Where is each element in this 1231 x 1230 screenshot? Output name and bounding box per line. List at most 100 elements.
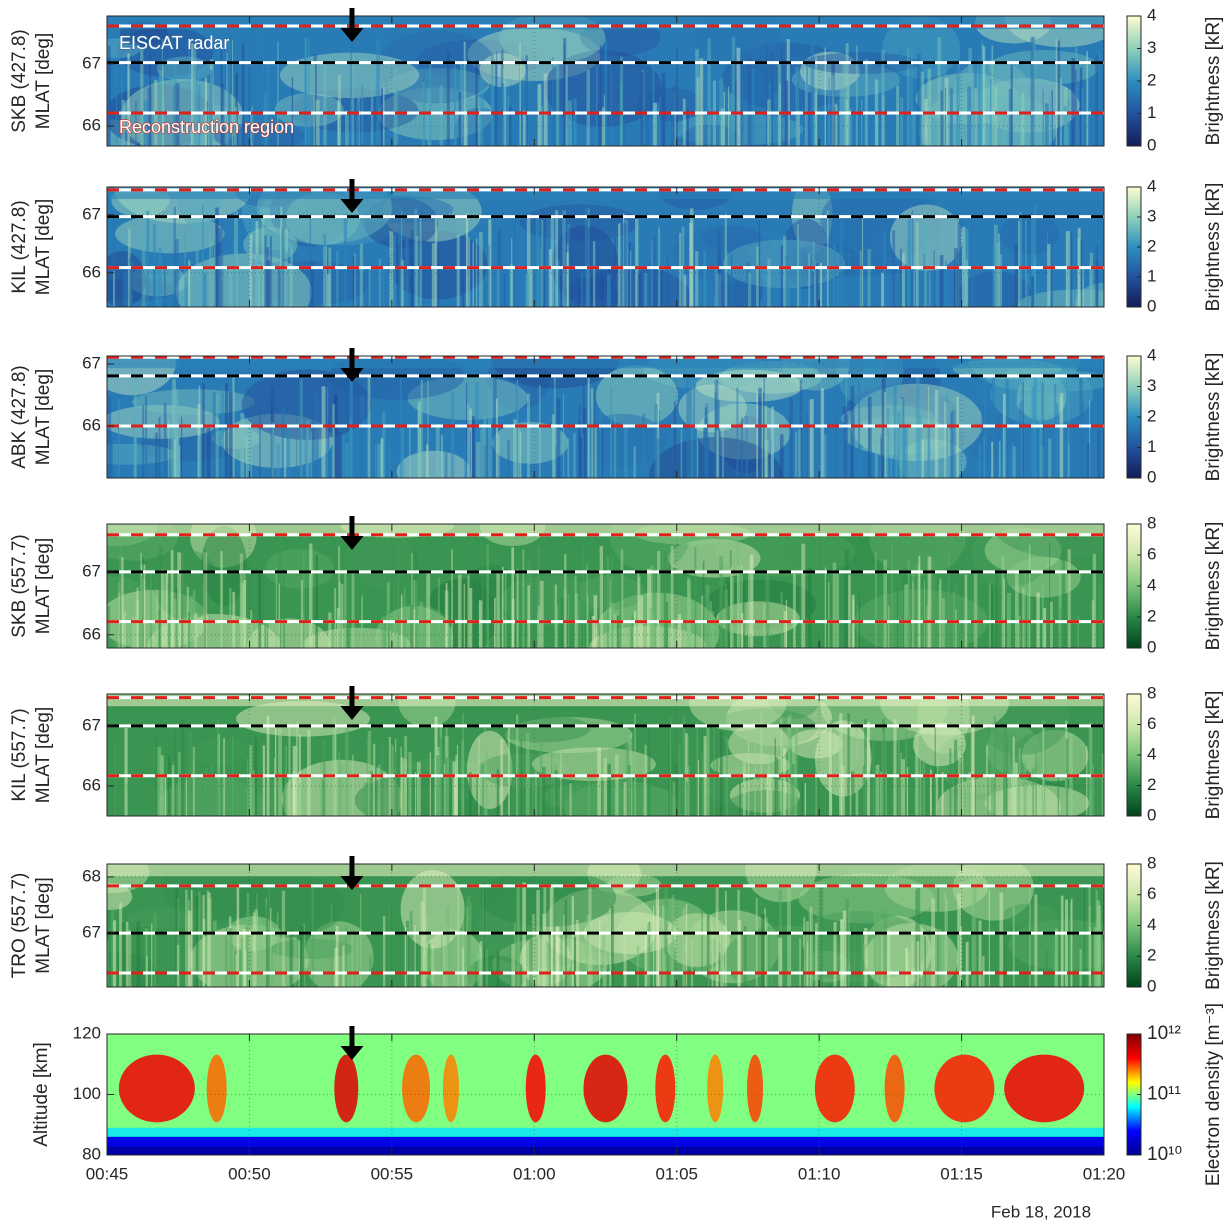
- heatmap-stripe: [552, 93, 556, 146]
- heatmap-stripe: [471, 415, 475, 478]
- heatmap-stripe: [682, 908, 686, 987]
- heatmap-stripe: [836, 572, 839, 648]
- heatmap-stripe: [560, 914, 563, 987]
- heatmap-stripe: [859, 250, 862, 307]
- heatmap-stripe: [163, 256, 166, 307]
- heatmap-stripe: [644, 272, 648, 307]
- heatmap-stripe: [907, 951, 911, 987]
- heatmap-stripe: [123, 611, 126, 648]
- heatmap-patch: [206, 1054, 227, 1123]
- heatmap-stripe: [647, 723, 651, 816]
- heatmap-stripe: [157, 747, 162, 816]
- heatmap-stripe: [111, 908, 114, 987]
- heatmap-stripe: [814, 270, 817, 307]
- heatmap-stripe: [195, 896, 199, 987]
- heatmap-stripe: [674, 438, 676, 478]
- colorbar-tick-label: 10¹⁰: [1147, 1144, 1182, 1165]
- heatmap-stripe: [235, 954, 238, 987]
- heatmap-stripe: [152, 223, 156, 307]
- heatmap-stripe: [525, 274, 529, 307]
- heatmap-stripe: [264, 553, 267, 648]
- y-axis-label: TRO (557.7): [9, 873, 30, 979]
- heatmap-stripe: [252, 912, 256, 987]
- heatmap-stripe: [188, 260, 191, 307]
- heatmap-stripe: [203, 547, 207, 648]
- heatmap-stripe: [151, 923, 153, 987]
- heatmap-stripe: [463, 583, 465, 648]
- heatmap-stripe: [933, 250, 935, 307]
- heatmap-stripe: [870, 231, 874, 307]
- heatmap-stripe: [174, 63, 177, 146]
- heatmap-stripe: [852, 598, 855, 648]
- heatmap-stripe: [893, 379, 897, 478]
- heatmap-patch: [884, 1054, 905, 1123]
- heatmap-stripe: [915, 222, 919, 307]
- heatmap-stripe: [649, 607, 654, 648]
- heatmap-stripe: [468, 237, 471, 307]
- heatmap-stripe: [345, 726, 348, 816]
- heatmap-stripe: [703, 250, 707, 307]
- colorbar-tick-label: 8: [1147, 853, 1156, 872]
- heatmap-stripe: [562, 393, 565, 478]
- heatmap-stripe: [186, 587, 190, 648]
- heatmap-stripe: [611, 555, 613, 648]
- heatmap-stripe: [564, 899, 568, 987]
- heatmap-stripe: [249, 745, 253, 816]
- heatmap-stripe: [599, 920, 601, 987]
- heatmap-stripe: [669, 943, 674, 987]
- heatmap-stripe: [601, 107, 605, 146]
- heatmap-stripe: [1049, 601, 1053, 648]
- heatmap-stripe: [920, 71, 924, 146]
- heatmap-stripe: [741, 417, 743, 478]
- heatmap-stripe: [586, 69, 590, 146]
- heatmap-stripe: [1087, 72, 1090, 146]
- heatmap-stripe: [837, 269, 839, 307]
- heatmap-stripe: [694, 547, 697, 648]
- heatmap-stripe: [657, 906, 660, 987]
- heatmap-stripe: [1079, 67, 1083, 146]
- heatmap-stripe: [740, 36, 744, 146]
- heatmap-stripe: [1067, 377, 1070, 478]
- heatmap-stripe: [550, 216, 555, 307]
- heatmap-stripe: [548, 249, 552, 307]
- heatmap-stripe: [142, 404, 145, 478]
- heatmap-stripe: [628, 615, 633, 648]
- heatmap-stripe: [479, 428, 483, 478]
- heatmap-stripe: [369, 955, 372, 987]
- heatmap-stripe: [1065, 738, 1069, 816]
- heatmap-stripe: [184, 276, 188, 307]
- colorbar-label: Brightness [kR]: [1203, 522, 1224, 651]
- heatmap-stripe: [599, 407, 601, 478]
- heatmap-stripe: [587, 377, 590, 478]
- panel: 66 67 SKB (557.7) MLAT [deg] 0 2 4 6 8 Brightness…: [9, 513, 1224, 656]
- heatmap-band: [107, 1127, 1104, 1138]
- heatmap-stripe: [905, 948, 908, 987]
- heatmap-stripe: [268, 889, 271, 987]
- heatmap-stripe: [143, 100, 148, 146]
- y-tick-label: 66: [82, 624, 101, 643]
- heatmap-stripe: [1069, 901, 1072, 987]
- heatmap-stripe: [284, 745, 287, 816]
- heatmap-stripe: [527, 585, 531, 648]
- heatmap-stripe: [785, 599, 788, 648]
- colorbar-tick-label: 2: [1147, 406, 1156, 425]
- heatmap-stripe: [747, 272, 752, 307]
- heatmap-stripe: [961, 755, 964, 816]
- heatmap-stripe: [690, 939, 694, 987]
- heatmap-stripe: [527, 393, 530, 478]
- heatmap-stripe: [941, 772, 944, 816]
- heatmap-stripe: [644, 934, 648, 987]
- heatmap-stripe: [451, 549, 453, 648]
- heatmap-stripe: [1058, 39, 1061, 146]
- heatmap-edge: [107, 356, 1104, 369]
- heatmap-stripe: [394, 751, 398, 816]
- heatmap-stripe: [380, 438, 383, 478]
- heatmap-stripe: [229, 587, 232, 648]
- heatmap-stripe: [453, 908, 456, 987]
- heatmap-stripe: [419, 217, 423, 307]
- heatmap-stripe: [1071, 58, 1076, 146]
- heatmap-stripe: [618, 223, 621, 307]
- heatmap-stripe: [1021, 92, 1025, 146]
- heatmap-stripe: [577, 599, 581, 648]
- heatmap-stripe: [504, 573, 507, 648]
